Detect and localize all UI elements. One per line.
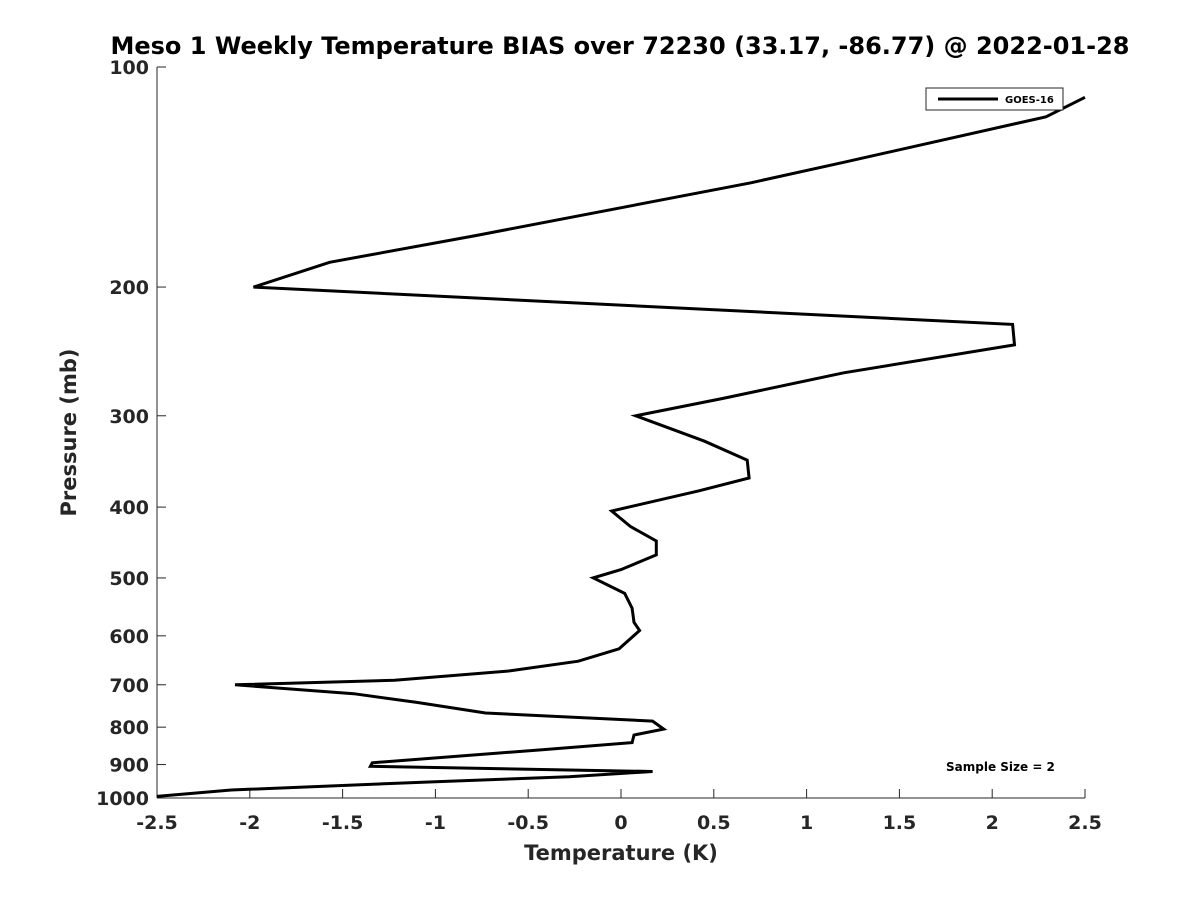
y-tick-label: 1000: [96, 788, 149, 810]
x-axis-label: Temperature (K): [524, 841, 718, 865]
x-tick-label: -0.5: [507, 812, 549, 834]
y-tick-label: 600: [109, 626, 149, 648]
sample-size-annotation: Sample Size = 2: [946, 760, 1055, 774]
x-tick-label: 2.5: [1068, 812, 1102, 834]
x-tick-label: -1: [425, 812, 446, 834]
legend-entry: GOES-16: [1005, 95, 1054, 106]
y-tick-label: 700: [109, 675, 149, 697]
y-tick-label: 400: [109, 497, 149, 519]
x-tick-label: 1: [800, 812, 813, 834]
x-tick-label: 0.5: [697, 812, 731, 834]
chart-title: Meso 1 Weekly Temperature BIAS over 7223…: [110, 32, 1129, 60]
y-tick-label: 100: [109, 57, 149, 79]
x-tick-label: -2.5: [136, 812, 178, 834]
series-line-goes-16: [156, 95, 1086, 798]
y-tick-label: 500: [109, 568, 149, 590]
y-tick-label: 300: [109, 406, 149, 428]
plot-area: -2.5 -2 -1.5 -1 -0.5 0 0.5 1 1.5 2 2.5 100 200 300 400…: [57, 57, 1102, 865]
y-axis-label: Pressure (mb): [57, 349, 81, 517]
x-tick-label: -1.5: [322, 812, 364, 834]
y-tick-label: 800: [109, 717, 149, 739]
x-tick-label: 0: [614, 812, 627, 834]
x-tick-label: 2: [986, 812, 999, 834]
x-tick-label: -2: [239, 812, 260, 834]
y-tick-label: 900: [109, 755, 149, 777]
x-tick-label: 1.5: [883, 812, 917, 834]
y-tick-label: 200: [109, 277, 149, 299]
